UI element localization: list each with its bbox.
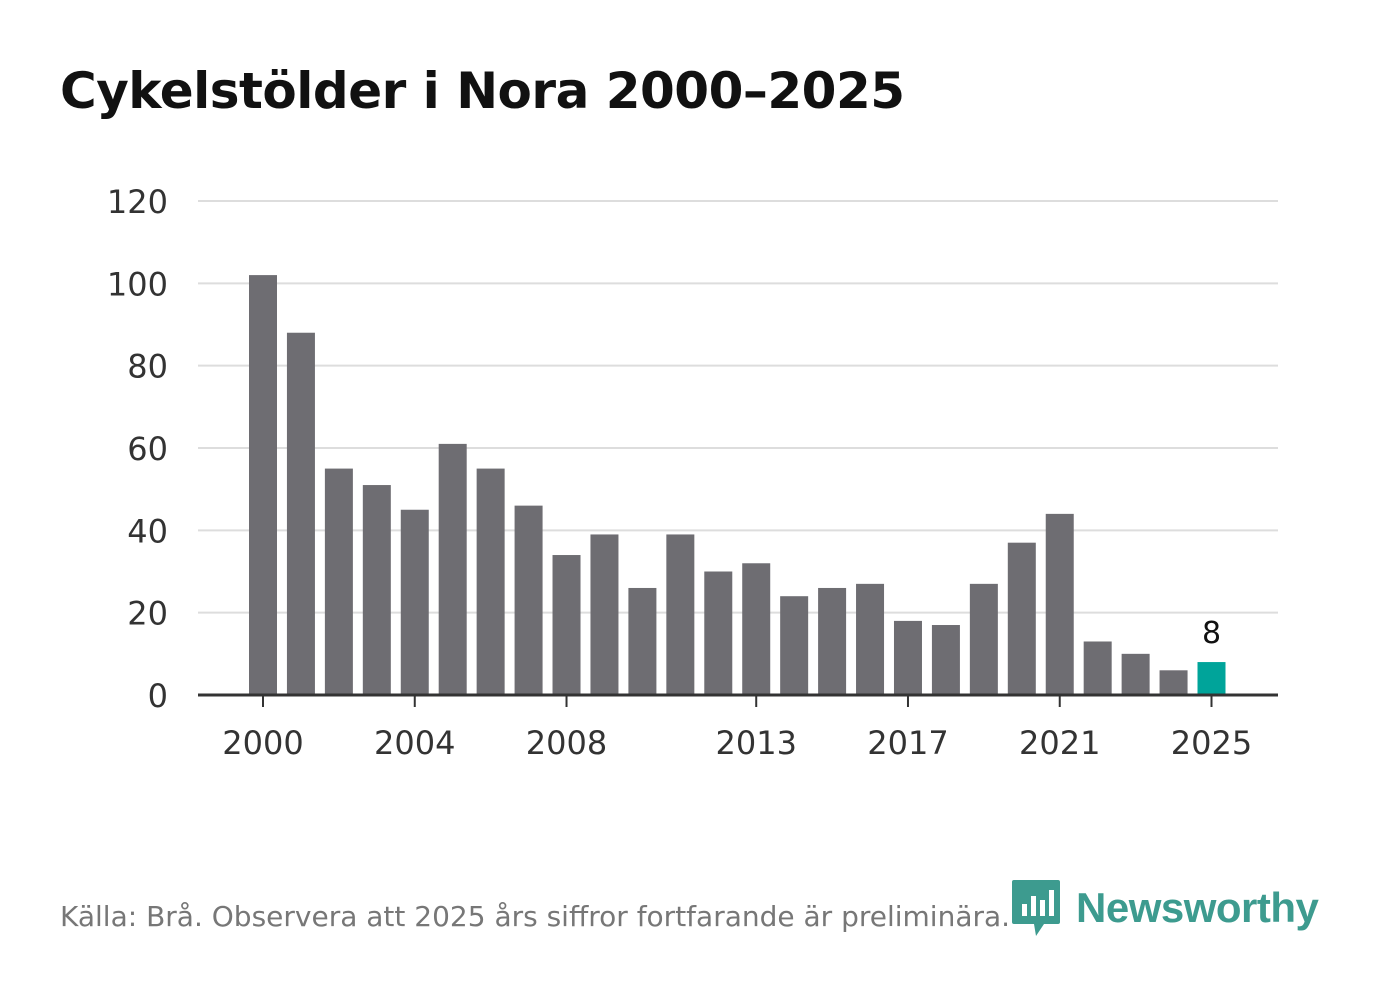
bar-2009 (590, 534, 619, 695)
x-tick-label-2000: 2000 (222, 724, 303, 762)
bar-2022 (1083, 641, 1112, 695)
x-tick-label-2013: 2013 (716, 724, 797, 762)
bar-2000 (249, 275, 277, 695)
newsworthy-logo-text: Newsworthy (1076, 884, 1319, 931)
bar-2001 (286, 332, 315, 695)
bar-2018 (931, 625, 960, 695)
bar-2023 (1121, 653, 1150, 695)
newsworthy-logo: Newsworthy (1010, 878, 1319, 938)
bar-2016 (856, 583, 885, 695)
x-tick-label-2021: 2021 (1019, 724, 1100, 762)
bar-2019 (969, 583, 998, 695)
data-label-2025: 8 (1202, 616, 1221, 651)
bar-2010 (628, 587, 657, 695)
bar-2005 (438, 443, 467, 695)
y-tick-label-60: 60 (127, 430, 168, 468)
bar-2013 (742, 563, 771, 695)
bar-2020 (1007, 542, 1036, 695)
data-label-bg (1193, 614, 1230, 651)
y-tick-label-120: 120 (107, 183, 168, 221)
y-tick-label-40: 40 (127, 512, 168, 550)
bar-2007 (514, 505, 543, 695)
x-tick-label-2008: 2008 (526, 724, 607, 762)
bar-2021 (1045, 513, 1074, 695)
bar-2014 (780, 596, 809, 695)
source-note: Källa: Brå. Observera att 2025 års siffr… (60, 900, 1011, 933)
bar-2024 (1159, 670, 1188, 695)
x-tick-label-2025: 2025 (1171, 724, 1252, 762)
y-tick-label-20: 20 (127, 595, 168, 633)
bar-2015 (818, 587, 847, 695)
bar-2003 (362, 485, 391, 695)
bar-2002 (324, 468, 353, 695)
bar-2025 (1197, 662, 1226, 695)
y-tick-label-100: 100 (107, 265, 168, 303)
bar-2012 (704, 571, 733, 695)
bar-2006 (476, 468, 505, 695)
newsworthy-logo-icon (1012, 880, 1060, 936)
x-tick-label-2017: 2017 (867, 724, 948, 762)
bar-2011 (666, 534, 695, 695)
x-tick-label-2004: 2004 (374, 724, 455, 762)
bar-2004 (400, 509, 429, 695)
bar-2017 (893, 620, 922, 695)
bar-chart: 0 20 40 60 80 100 120 2000 2004 2008 2013 2017 2021 2… (107, 183, 1278, 762)
y-tick-label-80: 80 (127, 348, 168, 386)
bar-2008 (552, 555, 581, 695)
y-tick-label-0: 0 (148, 677, 168, 715)
chart-title: Cykelstölder i Nora 2000–2025 (60, 62, 905, 120)
